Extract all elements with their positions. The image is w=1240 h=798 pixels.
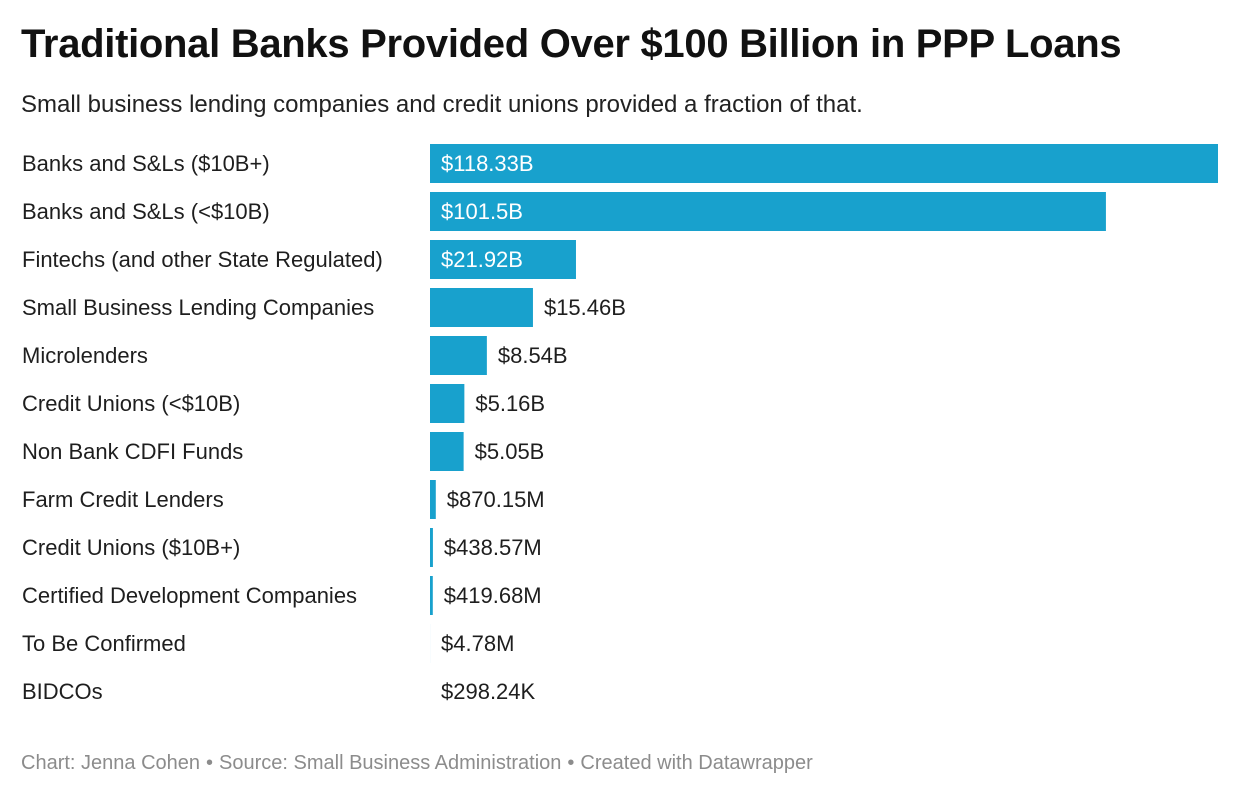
value-label: $870.15M	[447, 487, 545, 512]
bar[interactable]	[430, 432, 464, 471]
value-label: $101.5B	[441, 199, 523, 224]
category-label: To Be Confirmed	[22, 631, 186, 656]
value-label: $15.46B	[544, 295, 626, 320]
value-label: $118.33B	[441, 151, 534, 176]
value-label: $5.16B	[475, 391, 545, 416]
value-label: $438.57M	[444, 535, 542, 560]
category-label: Farm Credit Lenders	[22, 487, 224, 512]
value-label: $5.05B	[475, 439, 545, 464]
datawrapper-credit-link[interactable]: Created with Datawrapper	[580, 752, 813, 774]
bar[interactable]	[430, 144, 1218, 183]
category-label: Banks and S&Ls (<$10B)	[22, 199, 270, 224]
chart-subtitle: Small business lending companies and cre…	[21, 91, 863, 118]
chart-footer: Chart: Jenna Cohen • Source: Small Busines…	[21, 752, 813, 775]
category-label: Microlenders	[22, 343, 148, 368]
bar[interactable]	[430, 528, 433, 567]
category-label: Certified Development Companies	[22, 583, 357, 608]
category-label: Banks and S&Ls ($10B+)	[22, 151, 270, 176]
value-label: $419.68M	[444, 583, 542, 608]
category-label: Non Bank CDFI Funds	[22, 439, 243, 464]
category-label: BIDCOs	[22, 679, 103, 704]
footer-separator: •	[206, 752, 214, 774]
source-link[interactable]: Source: Small Business Administration	[219, 752, 562, 774]
bar[interactable]	[430, 336, 487, 375]
bar[interactable]	[430, 288, 533, 327]
footer-separator: •	[567, 752, 575, 774]
category-label: Credit Unions ($10B+)	[22, 535, 240, 560]
category-label: Small Business Lending Companies	[22, 295, 374, 320]
bar[interactable]	[430, 576, 433, 615]
value-label: $298.24K	[441, 679, 536, 704]
bar[interactable]	[430, 384, 465, 423]
value-label: $21.92B	[441, 247, 523, 272]
category-label: Credit Unions (<$10B)	[22, 391, 240, 416]
value-label: $4.78M	[441, 631, 514, 656]
bar[interactable]	[430, 240, 576, 279]
category-label: Fintechs (and other State Regulated)	[22, 247, 383, 272]
bar-chart: Banks and S&Ls ($10B+) $118.33B Banks and …	[22, 144, 1218, 711]
chart-title: Traditional Banks Provided Over $100 Bil…	[21, 22, 1122, 66]
chart-credit: Chart: Jenna Cohen	[21, 752, 201, 774]
value-label: $8.54B	[498, 343, 568, 368]
bar[interactable]	[430, 192, 1106, 231]
bar[interactable]	[430, 480, 436, 519]
